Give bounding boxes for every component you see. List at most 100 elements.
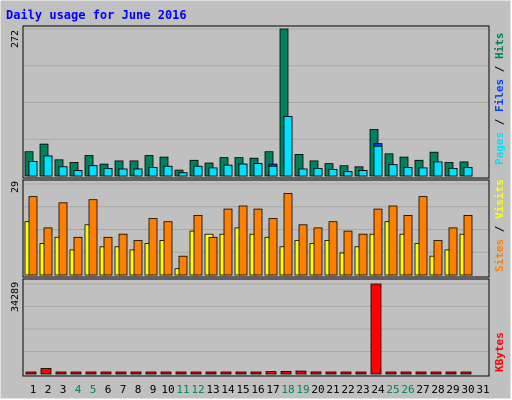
bar-kbytes-day-15 [235,371,247,375]
bar-kbytes-day-13 [205,371,217,375]
x-tick-label: 22 [341,383,354,396]
bar-sites-day-7 [118,233,128,276]
bar-sites-day-22 [343,230,353,276]
x-tick-label: 12 [191,383,204,396]
x-tick-label: 20 [311,383,324,396]
bar-pages-day-21 [328,169,338,177]
chart-title: Daily usage for June 2016 [6,8,187,22]
x-tick-label: 6 [105,383,112,396]
bar-pages-day-16 [253,163,263,177]
x-tick-label: 14 [221,383,235,396]
x-tick-label: 15 [236,383,249,396]
bar-pages-day-4 [73,170,83,177]
bar-pages-day-11 [178,172,188,177]
x-tick-label: 1 [30,383,37,396]
bar-kbytes-day-8 [130,371,142,375]
x-tick-label: 28 [431,383,444,396]
bar-sites-day-11 [178,255,188,276]
bar-pages-day-6 [103,167,113,177]
bar-kbytes-day-28 [430,371,442,375]
legend-visits-panel: Sites / Visits [493,179,506,272]
legend-pages: Pages [493,132,506,165]
x-tick-label: 11 [176,383,189,396]
bar-kbytes-day-9 [145,371,157,375]
bar-sites-day-30 [463,214,473,276]
bar-pages-day-30 [463,166,473,177]
bar-sites-day-3 [58,202,68,276]
panel-kbytes-box [22,278,490,377]
x-tick-label: 4 [75,383,82,396]
x-tick-label: 10 [161,383,174,396]
bar-kbytes-day-29 [445,371,457,375]
bar-kbytes-day-27 [415,371,427,375]
x-tick-label: 9 [150,383,157,396]
legend-hits-panel: Pages / Files / Hits [493,33,506,166]
bar-pages-day-18 [283,116,293,177]
bar-kbytes-day-21 [325,371,337,375]
bar-kbytes-day-23 [355,371,367,375]
x-tick-label: 7 [120,383,127,396]
bar-sites-day-15 [238,205,248,276]
legend-sep: / [493,59,506,79]
bar-sites-day-28 [433,240,443,276]
bar-kbytes-day-22 [340,371,352,375]
bar-sites-day-4 [73,236,83,276]
legend-files: Files [493,79,506,112]
bar-pages-day-12 [193,165,203,177]
bar-sites-day-27 [418,196,428,276]
bar-sites-day-24 [373,208,383,276]
x-tick-label: 23 [356,383,369,396]
x-tick-labels: 1 2 3 4 5 6 7 8 9 10 11 12 13 14 15 16 17 18 19 20 21 22 23 24 2… [30,383,490,396]
bar-kbytes-day-16 [250,371,262,375]
bar-kbytes-day-30 [460,371,472,375]
bar-kbytes-day-3 [55,371,67,375]
x-tick-label: 31 [476,383,489,396]
bar-kbytes-day-24 [370,283,382,375]
bar-sites-day-20 [313,227,323,276]
bar-sites-day-23 [358,233,368,276]
bar-pages-day-9 [148,166,158,177]
legend-sep: / [493,219,506,239]
x-tick-label: 21 [326,383,339,396]
bar-kbytes-day-6 [100,371,112,375]
bar-kbytes-day-14 [220,371,232,375]
x-tick-label: 5 [90,383,97,396]
panel-kbytes-ymax-label: 34289 [10,282,21,312]
bar-kbytes-day-20 [310,371,322,375]
panel-visits-ymax-label: 29 [10,181,21,193]
bar-pages-day-28 [433,161,443,177]
bar-pages-day-14 [223,164,233,177]
bar-pages-day-5 [88,165,98,177]
bar-sites-day-2 [43,227,53,276]
bar-sites-day-26 [403,214,413,276]
bar-sites-day-14 [223,208,233,276]
bar-pages-day-2 [43,155,53,177]
bar-kbytes-day-26 [400,371,412,375]
legend-hits: Hits [493,33,506,60]
bar-pages-day-13 [208,167,218,177]
bar-sites-day-16 [253,208,263,276]
bar-sites-day-1 [28,196,38,276]
bar-sites-day-6 [103,236,113,276]
bar-pages-day-17 [268,165,278,177]
x-tick-label: 8 [135,383,142,396]
x-tick-label: 19 [296,383,309,396]
legend-sites: Sites [493,239,506,272]
x-tick-label: 29 [446,383,459,396]
bar-pages-day-1 [28,160,38,177]
x-tick-label: 18 [281,383,294,396]
bar-pages-day-27 [418,167,428,177]
bar-kbytes-day-17 [265,371,277,375]
bar-pages-day-3 [58,166,68,177]
bar-sites-day-18 [283,192,293,276]
bar-pages-day-29 [448,167,458,177]
bar-kbytes-day-11 [175,371,187,375]
bar-pages-day-8 [133,168,143,177]
bar-kbytes-day-1 [25,371,37,375]
bar-sites-day-9 [148,218,158,276]
bar-kbytes-day-25 [385,371,397,375]
bar-pages-day-20 [313,167,323,177]
bar-sites-day-12 [193,214,203,276]
bar-pages-day-23 [358,170,368,177]
panel-hits-ymax-label: 272 [10,30,21,48]
